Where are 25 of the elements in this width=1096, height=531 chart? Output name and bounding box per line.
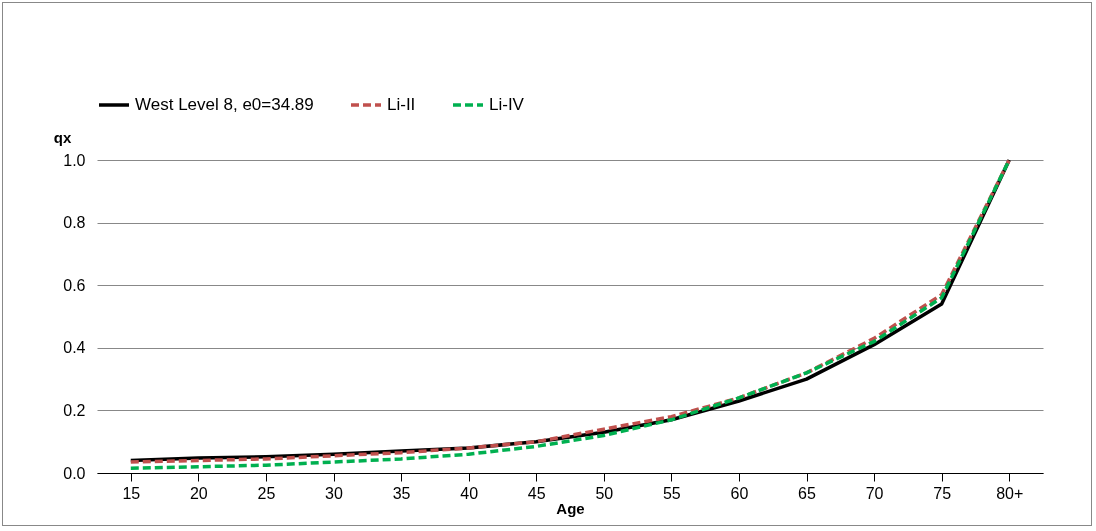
x-tick-label: 70 <box>865 484 884 502</box>
x-tick-label: 60 <box>730 484 749 502</box>
x-tick-label: 40 <box>460 484 479 502</box>
y-tick-label: 0.8 <box>63 214 86 232</box>
x-axis-title: Age <box>556 499 585 517</box>
legend-label: Li-II <box>387 95 416 114</box>
x-tick-label: 50 <box>595 484 614 502</box>
y-axis-title: qx <box>53 128 72 146</box>
legend-label: Li-IV <box>489 95 525 114</box>
x-tick-label: 45 <box>527 484 546 502</box>
y-tick-label: 0.2 <box>63 401 86 419</box>
x-tick-label: 80+ <box>996 484 1024 502</box>
legend-label: West Level 8, e0=34.89 <box>135 95 314 114</box>
x-tick-label: 25 <box>257 484 276 502</box>
x-tick-label: 30 <box>325 484 343 502</box>
y-tick-label: 0.4 <box>63 339 86 357</box>
x-tick-label: 65 <box>798 484 816 502</box>
x-tick-label: 35 <box>392 484 411 502</box>
x-tick-label: 55 <box>662 484 681 502</box>
x-tick-label: 20 <box>189 484 208 502</box>
x-tick-label: 75 <box>933 484 952 502</box>
x-tick-label: 15 <box>122 484 141 502</box>
y-tick-label: 0.0 <box>63 464 86 482</box>
y-tick-label: 1.0 <box>63 151 86 169</box>
y-tick-label: 0.6 <box>63 276 86 294</box>
